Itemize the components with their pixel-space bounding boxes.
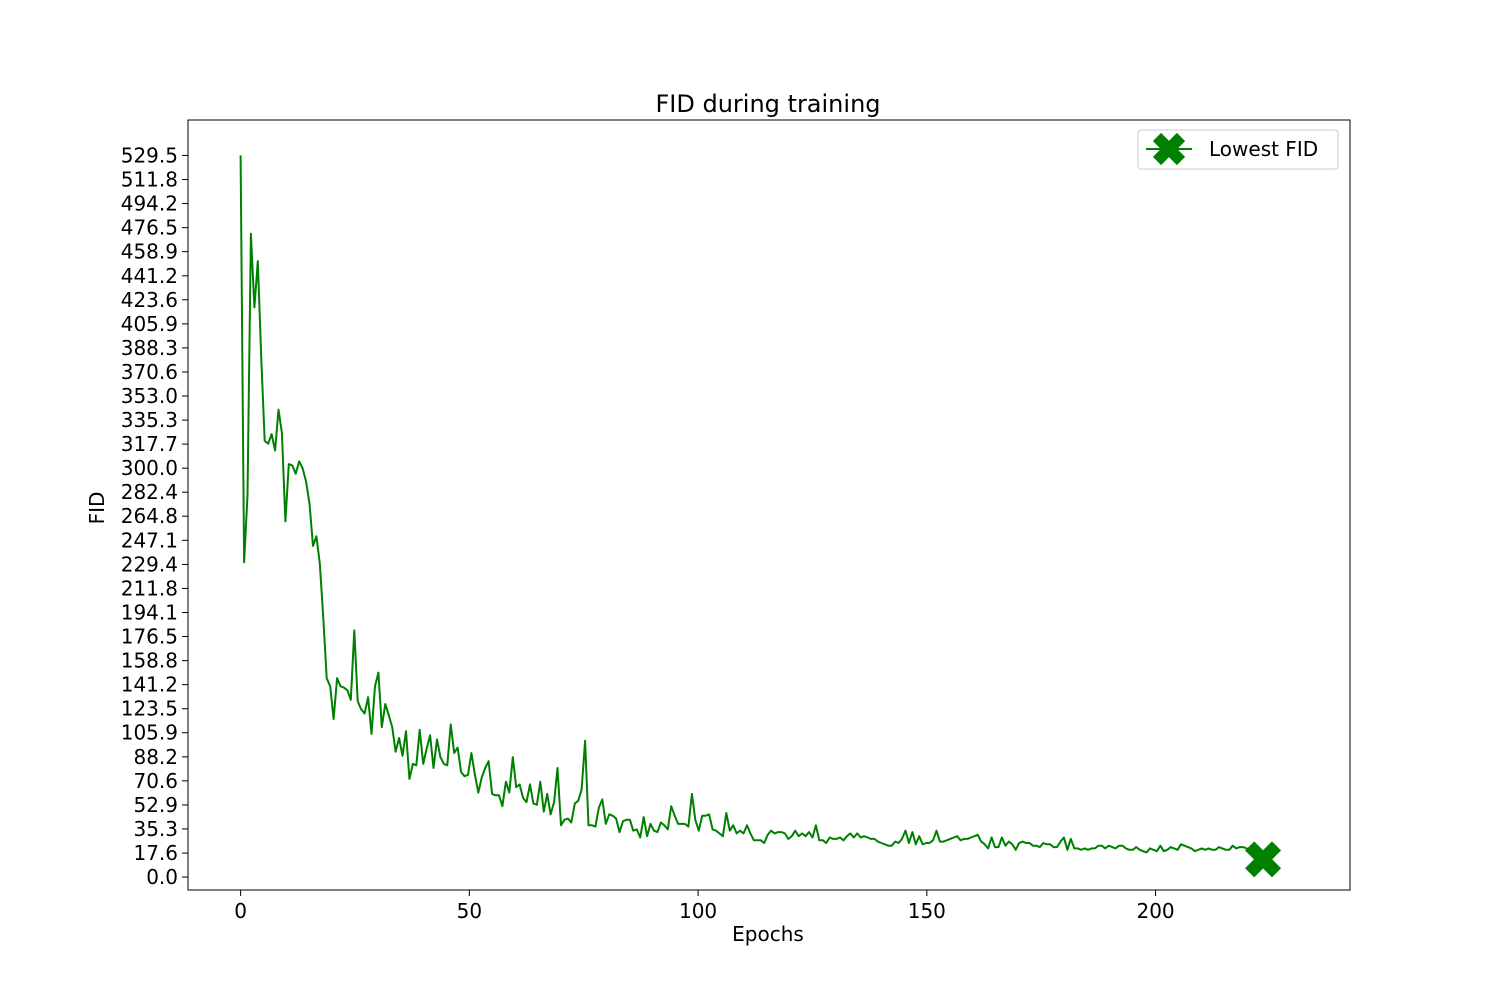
y-tick-label: 494.2 bbox=[121, 192, 178, 216]
y-tick-label: 335.3 bbox=[121, 408, 178, 432]
y-tick-label: 405.9 bbox=[121, 312, 178, 336]
plot-frame bbox=[187, 119, 1351, 891]
x-axis-label: Epochs bbox=[732, 922, 804, 946]
y-tick-label: 88.2 bbox=[133, 745, 178, 769]
y-tick-label: 300.0 bbox=[121, 456, 178, 480]
x-tick-label: 150 bbox=[908, 899, 946, 923]
y-tick-label: 317.7 bbox=[121, 432, 178, 456]
y-tick-label: 0.0 bbox=[146, 865, 178, 889]
legend-x-marker-icon bbox=[1152, 132, 1186, 166]
x-tick-label: 0 bbox=[234, 899, 247, 923]
series-layer bbox=[239, 155, 1282, 878]
y-axis-label: FID bbox=[85, 492, 109, 525]
fid-series-line bbox=[239, 155, 1251, 854]
y-tick-label: 211.8 bbox=[121, 576, 178, 600]
legend-entry-lowest-fid: Lowest FID bbox=[1209, 137, 1318, 161]
y-tick-label: 441.2 bbox=[121, 264, 178, 288]
y-tick-label: 353.0 bbox=[121, 384, 178, 408]
y-tick-label: 158.8 bbox=[121, 649, 178, 673]
y-tick-label: 388.3 bbox=[121, 336, 178, 360]
legend: Lowest FID bbox=[1137, 129, 1339, 170]
y-tick-label: 123.5 bbox=[121, 697, 178, 721]
chart-title: FID during training bbox=[655, 90, 880, 118]
y-tick-label: 17.6 bbox=[133, 841, 178, 865]
y-tick-label: 370.6 bbox=[121, 360, 178, 384]
lowest-fid-marker bbox=[1245, 841, 1282, 878]
x-axis: 0 50 100 150 200 bbox=[234, 890, 1175, 923]
x-tick-label: 100 bbox=[679, 899, 717, 923]
y-tick-label: 52.9 bbox=[133, 793, 178, 817]
y-tick-label: 264.8 bbox=[121, 504, 178, 528]
y-tick-label: 511.8 bbox=[121, 168, 178, 192]
y-tick-label: 35.3 bbox=[133, 817, 178, 841]
x-tick-label: 200 bbox=[1136, 899, 1174, 923]
legend-box bbox=[1137, 129, 1339, 170]
y-tick-label: 282.4 bbox=[121, 480, 178, 504]
y-tick-label: 476.5 bbox=[121, 216, 178, 240]
lowest-fid-marker-stroke bbox=[1245, 841, 1282, 878]
x-tick-label: 50 bbox=[457, 899, 482, 923]
legend-marker-stroke bbox=[1152, 132, 1186, 166]
y-axis: 0.017.635.352.970.688.2105.9123.5141.215… bbox=[121, 143, 188, 889]
y-tick-label: 70.6 bbox=[133, 769, 178, 793]
y-tick-label: 176.5 bbox=[121, 625, 178, 649]
y-tick-label: 194.1 bbox=[121, 601, 178, 625]
y-tick-label: 141.2 bbox=[121, 673, 178, 697]
y-tick-label: 529.5 bbox=[121, 143, 178, 167]
y-tick-label: 458.9 bbox=[121, 240, 178, 264]
legend-marker bbox=[1152, 132, 1186, 166]
y-tick-label: 247.1 bbox=[121, 528, 178, 552]
y-tick-label: 229.4 bbox=[121, 552, 178, 576]
y-tick-label: 105.9 bbox=[121, 721, 178, 745]
y-tick-label: 423.6 bbox=[121, 288, 178, 312]
